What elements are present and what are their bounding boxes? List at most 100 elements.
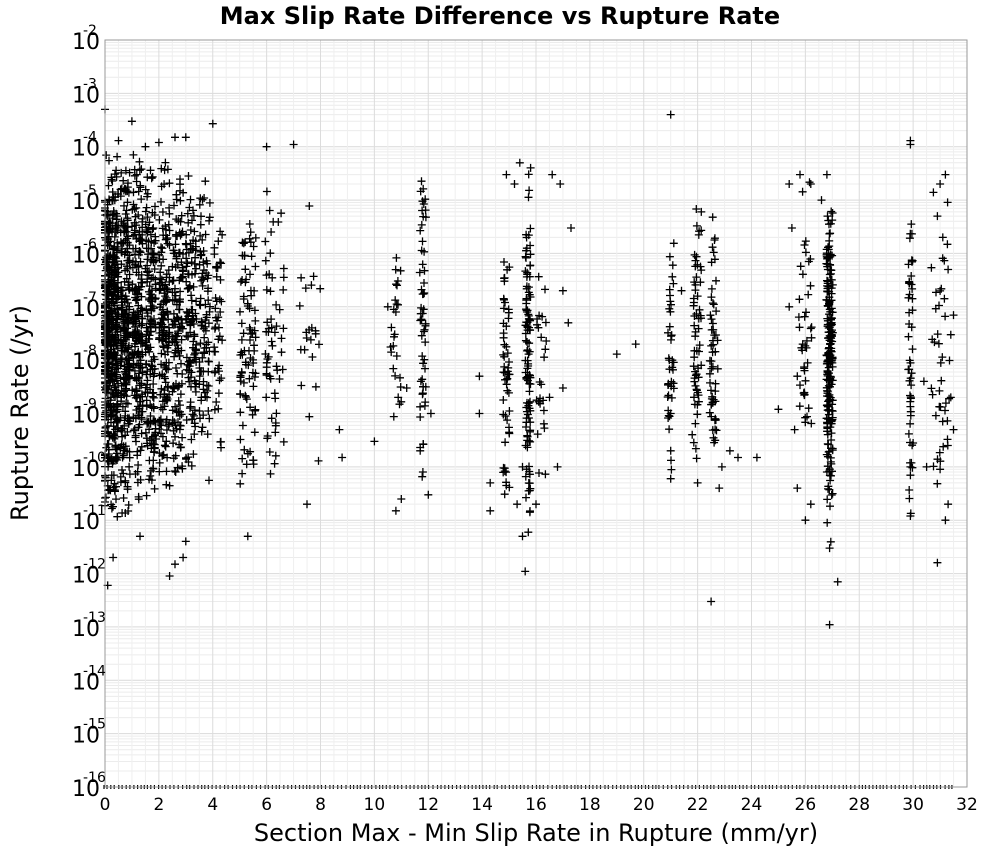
data-point (906, 229, 915, 238)
data-point (150, 211, 159, 219)
y-tick-label: 10 (72, 724, 100, 749)
data-point (419, 440, 428, 448)
data-point (179, 188, 188, 197)
data-point (116, 238, 125, 246)
y-tick-exponent: -7 (83, 290, 97, 306)
data-point (904, 332, 913, 341)
data-point (157, 384, 166, 393)
data-point (246, 403, 255, 412)
x-tick-label: 26 (795, 795, 817, 815)
data-point (500, 490, 509, 499)
data-point (692, 252, 701, 261)
data-point (827, 491, 836, 499)
data-point (419, 382, 428, 391)
data-point (669, 279, 678, 288)
data-point (418, 260, 427, 269)
data-point (279, 285, 288, 294)
x-tick-label: 20 (633, 795, 655, 815)
data-point (164, 266, 173, 275)
data-point (392, 253, 401, 262)
data-point (143, 309, 152, 318)
y-tick-label: 10 (72, 510, 100, 535)
data-point (236, 435, 245, 444)
data-point (665, 425, 674, 434)
data-point (665, 252, 674, 261)
data-point (905, 320, 914, 328)
data-point (172, 254, 181, 263)
data-point (707, 284, 716, 293)
data-point (941, 399, 950, 408)
data-point (825, 270, 834, 279)
data-point (170, 201, 178, 210)
data-point (104, 181, 113, 190)
data-point (149, 253, 158, 262)
data-point (941, 312, 950, 321)
data-point (541, 285, 549, 294)
data-point (928, 390, 937, 399)
data-point (709, 248, 718, 257)
data-point (129, 413, 138, 422)
data-point (708, 348, 717, 357)
data-point (181, 133, 190, 142)
data-point (214, 313, 223, 322)
data-point (306, 335, 315, 344)
data-point (125, 168, 134, 177)
data-point (107, 371, 116, 380)
data-point (515, 158, 524, 167)
data-point (500, 352, 509, 361)
data-point (526, 261, 535, 270)
data-point (178, 464, 187, 473)
data-point (689, 362, 698, 371)
data-point (132, 314, 140, 323)
data-point (147, 304, 156, 313)
data-point (273, 366, 282, 375)
data-point (824, 216, 833, 225)
data-point (205, 216, 214, 225)
data-point (158, 208, 167, 216)
data-point (666, 446, 675, 455)
data-point (263, 432, 272, 440)
data-point (824, 448, 833, 456)
data-point (216, 227, 225, 236)
data-point (186, 226, 195, 234)
data-point (102, 400, 111, 409)
data-point (502, 170, 511, 179)
data-point (157, 421, 166, 430)
data-point (125, 270, 134, 279)
data-point (165, 179, 174, 188)
data-point (825, 229, 834, 238)
data-point (262, 187, 271, 196)
data-point (267, 414, 276, 423)
data-point (825, 220, 833, 229)
data-point (535, 378, 544, 386)
data-point (112, 445, 121, 454)
data-point (113, 242, 122, 251)
data-point (156, 268, 165, 277)
data-point (174, 396, 183, 405)
data-point (669, 358, 678, 367)
data-point (192, 264, 200, 273)
data-point (713, 336, 722, 345)
data-point (927, 384, 936, 393)
data-point (522, 423, 530, 431)
data-point (943, 435, 952, 444)
data-point (806, 500, 815, 509)
data-point (149, 432, 158, 441)
data-point (667, 393, 676, 402)
data-point (158, 320, 167, 329)
data-point (123, 198, 132, 207)
data-point (112, 270, 121, 278)
data-point (370, 437, 379, 446)
data-point (264, 324, 273, 333)
data-point (216, 275, 225, 284)
data-point (505, 263, 514, 272)
data-point (120, 277, 129, 286)
data-point (907, 256, 916, 265)
data-point (394, 300, 402, 309)
data-point (162, 293, 171, 302)
data-point (116, 327, 125, 336)
data-point (558, 384, 567, 392)
data-point (164, 220, 173, 229)
y-tick-exponent: -5 (83, 183, 97, 199)
data-point (943, 240, 952, 249)
